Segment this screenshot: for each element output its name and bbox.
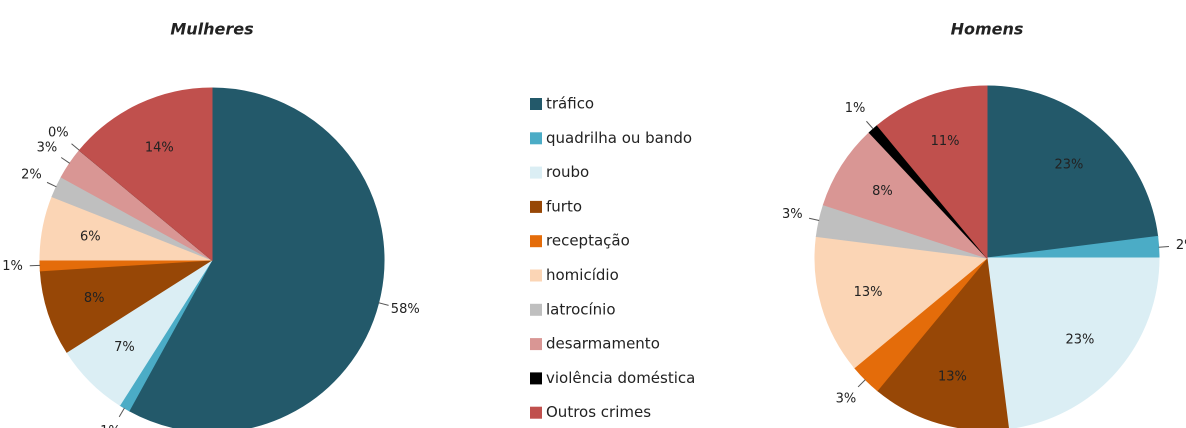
pie-slice bbox=[986, 257, 1160, 428]
legend-swatch bbox=[530, 235, 542, 248]
legend-swatch bbox=[530, 200, 542, 213]
data-label: 13% bbox=[938, 369, 967, 384]
leader-line bbox=[46, 181, 57, 188]
data-label: 7% bbox=[114, 340, 135, 355]
legend-swatch bbox=[530, 372, 542, 385]
leader-line bbox=[60, 157, 71, 164]
legend-label: quadrilha ou bando bbox=[546, 129, 692, 147]
legend-swatch bbox=[530, 406, 542, 419]
leader-line bbox=[857, 379, 866, 388]
legend-label: receptação bbox=[546, 232, 630, 250]
legend-label: homicídio bbox=[546, 266, 619, 284]
pie-slice bbox=[986, 85, 1159, 259]
legend-label: desarmamento bbox=[546, 335, 660, 353]
data-label: 23% bbox=[1065, 332, 1094, 347]
data-label: 1% bbox=[2, 259, 23, 274]
data-label: 3% bbox=[782, 207, 803, 222]
data-label: 6% bbox=[80, 229, 101, 244]
data-label: 13% bbox=[854, 285, 883, 300]
data-label: 3% bbox=[836, 392, 857, 407]
data-label: 2% bbox=[21, 168, 42, 183]
data-label: 58% bbox=[391, 302, 420, 317]
data-label: 23% bbox=[1054, 158, 1083, 173]
legend-swatch bbox=[530, 338, 542, 351]
legend-label: Outros crimes bbox=[546, 403, 651, 421]
data-label: 3% bbox=[37, 140, 58, 155]
legend-label: tráfico bbox=[546, 95, 594, 113]
pie-slice bbox=[876, 256, 1009, 428]
data-label: 1% bbox=[100, 424, 121, 428]
data-label: 0% bbox=[48, 125, 69, 140]
chart-title: Homens bbox=[951, 20, 1024, 39]
leader-line bbox=[1158, 246, 1169, 248]
leader-line bbox=[71, 143, 80, 151]
legend-label: latrocínio bbox=[546, 300, 616, 318]
pie-slice bbox=[128, 87, 385, 428]
data-label: 1% bbox=[845, 101, 866, 116]
pie-slice bbox=[814, 235, 989, 369]
legend-swatch bbox=[530, 269, 542, 282]
pie-slice bbox=[78, 87, 213, 262]
data-label: 8% bbox=[84, 291, 105, 306]
legend-swatch bbox=[530, 98, 542, 110]
leader-line bbox=[118, 407, 125, 418]
legend-label: roubo bbox=[546, 163, 589, 181]
pie-slice bbox=[876, 85, 988, 260]
legend-label: furto bbox=[546, 197, 582, 215]
chart-title: Mulheres bbox=[170, 20, 253, 39]
legend-swatch bbox=[530, 132, 542, 145]
data-label: 11% bbox=[931, 134, 960, 149]
legend-swatch bbox=[530, 303, 542, 316]
leader-line bbox=[866, 120, 874, 130]
legend-label: violência doméstica bbox=[546, 369, 695, 387]
leader-line bbox=[808, 217, 820, 221]
data-label: 8% bbox=[872, 184, 893, 199]
data-label: 2% bbox=[1176, 238, 1186, 253]
legend-swatch bbox=[530, 166, 542, 179]
leader-line bbox=[378, 302, 389, 306]
data-label: 14% bbox=[145, 140, 174, 155]
